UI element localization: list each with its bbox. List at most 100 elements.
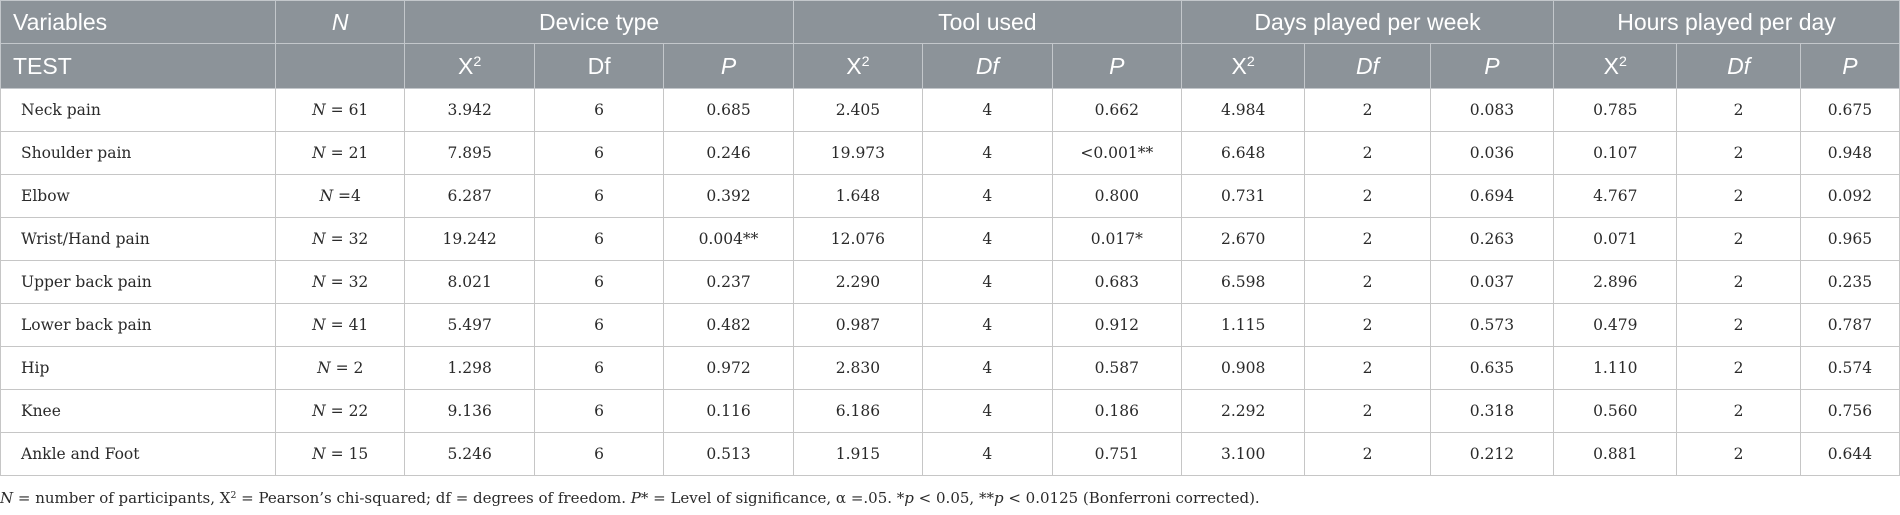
cell-p-tool: 0.186 <box>1051 389 1182 433</box>
cell-chi-hours: 1.110 <box>1553 346 1678 390</box>
header-row-groups: Variables N Device type Tool used Days p… <box>0 0 1900 44</box>
cell-p-hours: 0.948 <box>1799 131 1900 175</box>
cell-chi-days: 3.100 <box>1180 432 1306 476</box>
cell-chi-tool: 0.987 <box>792 303 924 347</box>
cell-chi-hours: 0.479 <box>1553 303 1678 347</box>
cell-p-device: 0.513 <box>663 432 794 476</box>
header-group-tool-used: Tool used <box>792 0 1182 44</box>
cell-chi-hours: 2.896 <box>1553 260 1678 304</box>
header-group-hours-per-day: Hours played per day <box>1553 0 1900 44</box>
cell-df-tool: 4 <box>922 346 1053 390</box>
cell-p-tool: 0.662 <box>1051 88 1182 132</box>
cell-chi-days: 6.598 <box>1180 260 1306 304</box>
header-p-days: P <box>1429 43 1555 89</box>
cell-p-days: 0.318 <box>1429 389 1555 433</box>
header-test: TEST <box>0 43 277 89</box>
row-n: N = 15 <box>275 432 406 476</box>
cell-p-days: 0.212 <box>1429 432 1555 476</box>
row-n: N = 41 <box>275 303 406 347</box>
table-footnote: N = number of participants, X2 = Pearson… <box>0 489 1260 507</box>
cell-chi-days: 0.731 <box>1180 174 1306 218</box>
header-p-device: P <box>663 43 794 89</box>
cell-p-hours: 0.574 <box>1799 346 1900 390</box>
cell-df-tool: 4 <box>922 260 1053 304</box>
cell-chi-days: 2.670 <box>1180 217 1306 261</box>
cell-p-device: 0.004** <box>663 217 794 261</box>
header-chi-device: X2 <box>404 43 535 89</box>
cell-df-tool: 4 <box>922 303 1053 347</box>
row-n: N = 21 <box>275 131 406 175</box>
cell-chi-hours: 0.881 <box>1553 432 1678 476</box>
cell-p-device: 0.482 <box>663 303 794 347</box>
cell-p-tool: 0.800 <box>1051 174 1182 218</box>
cell-p-device: 0.246 <box>663 131 794 175</box>
cell-p-hours: 0.787 <box>1799 303 1900 347</box>
row-n: N = 61 <box>275 88 406 132</box>
header-row-stats: TEST X2 Df P X2 Df P X2 Df P X2 Df P <box>0 43 1900 89</box>
cell-df-days: 2 <box>1304 389 1431 433</box>
cell-df-hours: 2 <box>1676 217 1801 261</box>
cell-chi-tool: 1.915 <box>792 432 924 476</box>
cell-p-hours: 0.644 <box>1799 432 1900 476</box>
header-chi-hours: X2 <box>1553 43 1678 89</box>
row-label: Upper back pain <box>0 260 277 304</box>
cell-df-tool: 4 <box>922 217 1053 261</box>
cell-df-device: 6 <box>533 432 665 476</box>
cell-chi-tool: 12.076 <box>792 217 924 261</box>
row-n: N = 32 <box>275 217 406 261</box>
cell-chi-tool: 19.973 <box>792 131 924 175</box>
cell-df-days: 2 <box>1304 432 1431 476</box>
cell-p-days: 0.036 <box>1429 131 1555 175</box>
header-p-hours: P <box>1799 43 1900 89</box>
cell-df-days: 2 <box>1304 88 1431 132</box>
header-df-days: Df <box>1304 43 1431 89</box>
table-row: Lower back pain N = 41 5.497 6 0.482 0.987 4 0.… <box>0 303 1900 347</box>
cell-df-days: 2 <box>1304 303 1431 347</box>
cell-df-hours: 2 <box>1676 260 1801 304</box>
cell-df-hours: 2 <box>1676 88 1801 132</box>
cell-p-hours: 0.675 <box>1799 88 1900 132</box>
cell-chi-device: 5.246 <box>404 432 535 476</box>
table-body: Neck pain N = 61 3.942 6 0.685 2.405 4 0.662 4.9… <box>0 88 1900 476</box>
row-label: Knee <box>0 389 277 433</box>
cell-df-days: 2 <box>1304 260 1431 304</box>
cell-chi-tool: 6.186 <box>792 389 924 433</box>
cell-df-hours: 2 <box>1676 174 1801 218</box>
cell-chi-tool: 2.405 <box>792 88 924 132</box>
cell-p-days: 0.573 <box>1429 303 1555 347</box>
cell-p-device: 0.972 <box>663 346 794 390</box>
cell-chi-days: 0.908 <box>1180 346 1306 390</box>
cell-p-tool: 0.751 <box>1051 432 1182 476</box>
cell-df-device: 6 <box>533 346 665 390</box>
header-variables: Variables <box>0 0 277 44</box>
header-n-blank <box>275 43 406 89</box>
row-label: Lower back pain <box>0 303 277 347</box>
cell-df-hours: 2 <box>1676 131 1801 175</box>
row-label: Shoulder pain <box>0 131 277 175</box>
header-chi-days: X2 <box>1180 43 1306 89</box>
cell-p-tool: 0.017* <box>1051 217 1182 261</box>
results-table: Variables N Device type Tool used Days p… <box>0 0 1900 476</box>
row-n: N = 2 <box>275 346 406 390</box>
table-row: Wrist/Hand pain N = 32 19.242 6 0.004** 12.07… <box>0 217 1900 261</box>
cell-df-hours: 2 <box>1676 346 1801 390</box>
cell-df-device: 6 <box>533 260 665 304</box>
cell-df-device: 6 <box>533 88 665 132</box>
cell-chi-tool: 2.290 <box>792 260 924 304</box>
row-label: Ankle and Foot <box>0 432 277 476</box>
cell-chi-tool: 1.648 <box>792 174 924 218</box>
cell-df-days: 2 <box>1304 346 1431 390</box>
cell-chi-device: 7.895 <box>404 131 535 175</box>
cell-p-device: 0.237 <box>663 260 794 304</box>
cell-p-device: 0.116 <box>663 389 794 433</box>
cell-df-device: 6 <box>533 131 665 175</box>
cell-chi-device: 5.497 <box>404 303 535 347</box>
table-row: Elbow N =4 6.287 6 0.392 1.648 4 0.800 0.731 2 0.6… <box>0 174 1900 218</box>
cell-p-days: 0.635 <box>1429 346 1555 390</box>
header-group-device-type: Device type <box>404 0 794 44</box>
cell-chi-days: 6.648 <box>1180 131 1306 175</box>
table-row: Upper back pain N = 32 8.021 6 0.237 2.290 4 0.… <box>0 260 1900 304</box>
cell-df-days: 2 <box>1304 174 1431 218</box>
cell-df-device: 6 <box>533 217 665 261</box>
cell-chi-tool: 2.830 <box>792 346 924 390</box>
